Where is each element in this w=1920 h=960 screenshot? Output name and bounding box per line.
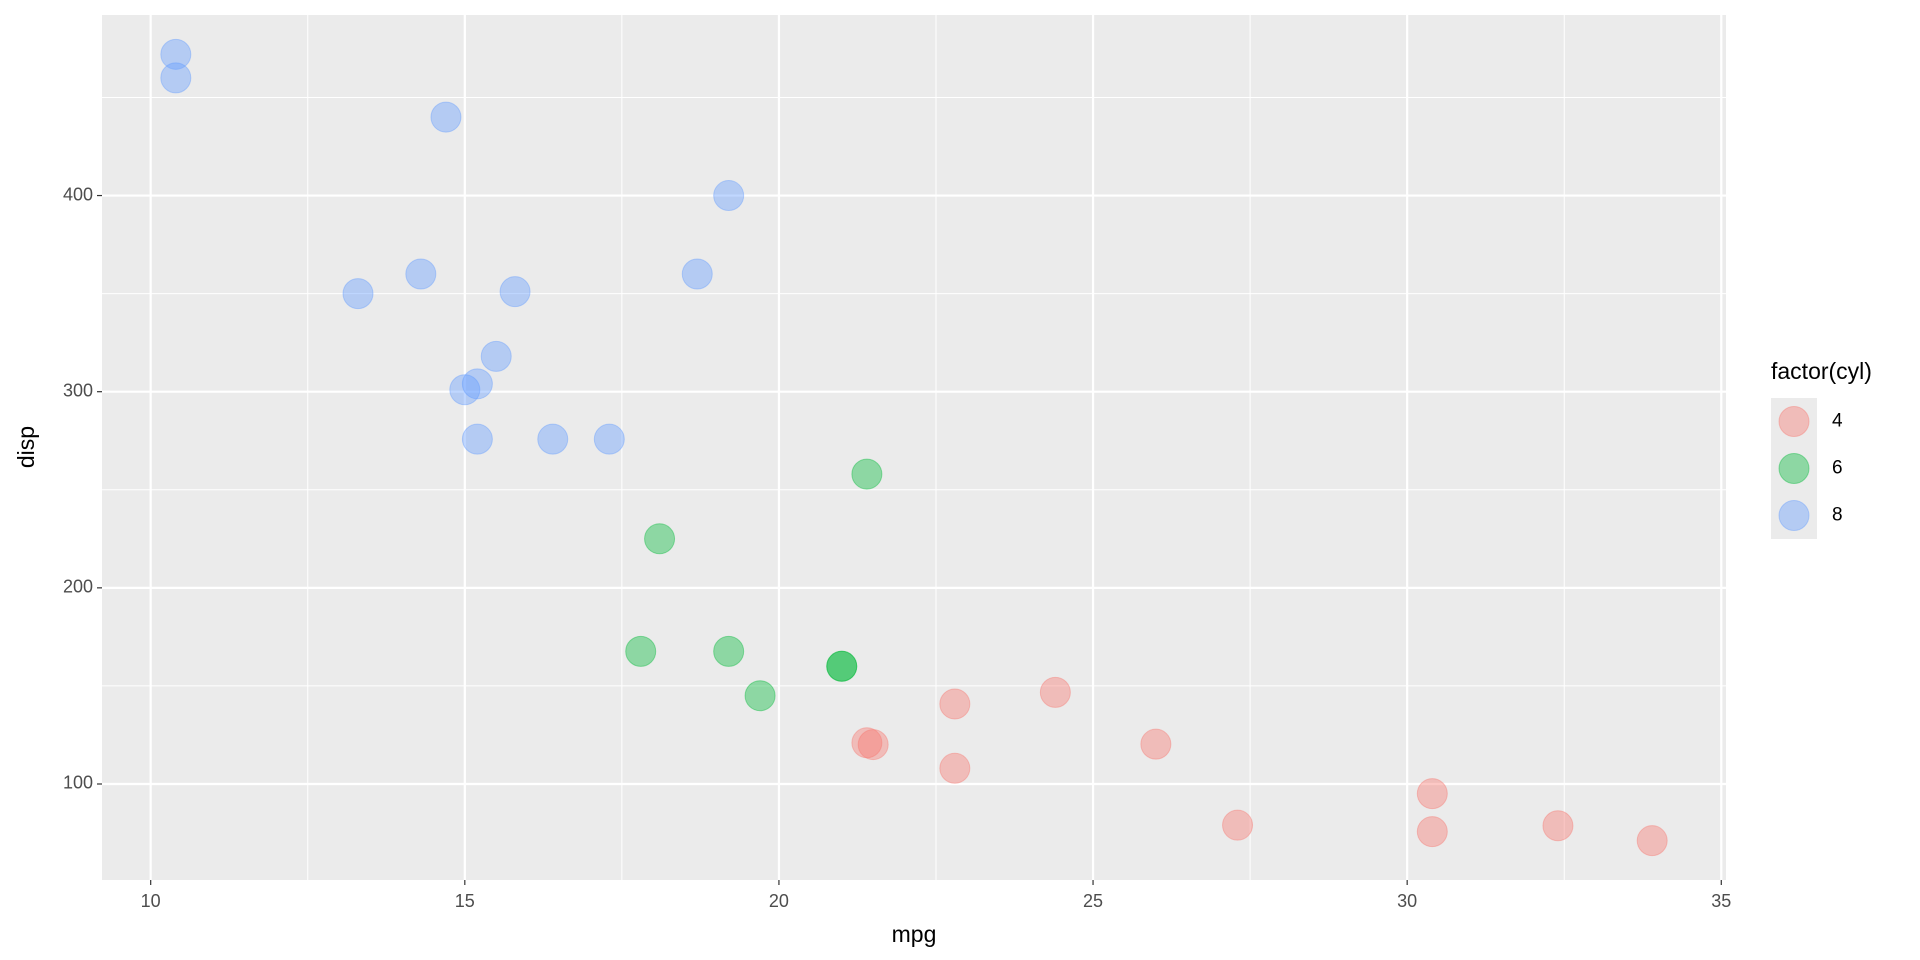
legend-label: 8 (1832, 505, 1843, 526)
x-tick-label: 25 (1083, 891, 1103, 911)
y-tick-label: 400 (63, 184, 93, 204)
point (1039, 676, 1071, 708)
point (644, 523, 676, 555)
x-axis-title: mpg (892, 921, 937, 947)
point (826, 650, 858, 682)
point (160, 62, 192, 94)
point (1636, 825, 1668, 857)
panel-background (102, 15, 1726, 880)
point (449, 374, 481, 406)
x-tick-label: 35 (1711, 891, 1731, 911)
legend-symbol (1778, 500, 1810, 531)
x-tick-label: 30 (1397, 891, 1417, 911)
point (857, 729, 889, 761)
legend-title: factor(cyl) (1771, 358, 1872, 384)
point (939, 752, 971, 784)
y-axis-title: disp (13, 426, 39, 468)
point (1416, 816, 1448, 848)
point (851, 458, 883, 490)
legend-label: 6 (1832, 458, 1843, 479)
x-tick-label: 10 (141, 891, 161, 911)
point (430, 101, 462, 133)
y-tick-label: 200 (63, 577, 93, 597)
x-tick-label: 15 (455, 891, 475, 911)
point (826, 650, 858, 682)
y-tick-label: 300 (63, 380, 93, 400)
point (461, 423, 493, 455)
y-tick-label: 100 (63, 773, 93, 793)
point (342, 278, 374, 310)
point (851, 727, 883, 759)
point (593, 423, 625, 455)
x-tick-label: 20 (769, 891, 789, 911)
point (1416, 778, 1448, 810)
point (1140, 728, 1172, 760)
legend-symbol (1778, 453, 1810, 484)
point (681, 258, 713, 290)
point (1222, 809, 1254, 841)
point (713, 635, 745, 667)
point (480, 340, 512, 372)
point (939, 688, 971, 720)
legend-label: 4 (1832, 411, 1843, 432)
legend-symbol (1778, 406, 1810, 437)
point (537, 423, 569, 455)
point (744, 680, 776, 712)
point (405, 258, 437, 290)
point (461, 368, 493, 400)
point (499, 276, 531, 308)
point (625, 635, 657, 667)
point (1542, 810, 1574, 842)
point (713, 180, 745, 212)
legend-key-background (1771, 398, 1817, 539)
point (160, 38, 192, 70)
